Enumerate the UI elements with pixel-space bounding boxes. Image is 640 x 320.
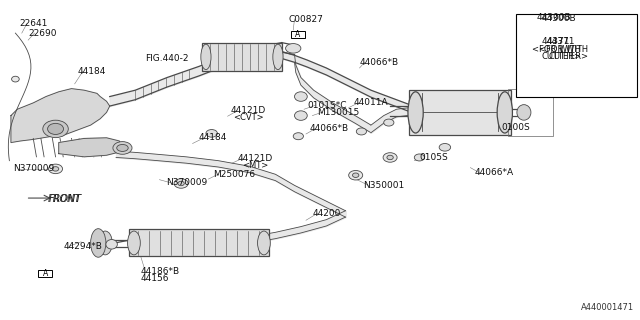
Text: <FOR WITH: <FOR WITH xyxy=(539,45,588,54)
Polygon shape xyxy=(11,89,109,142)
Ellipse shape xyxy=(285,44,301,53)
Ellipse shape xyxy=(52,167,59,171)
Bar xyxy=(38,270,52,277)
Ellipse shape xyxy=(349,171,363,180)
Bar xyxy=(508,89,552,136)
Text: M250076: M250076 xyxy=(213,170,255,179)
Ellipse shape xyxy=(353,173,359,178)
Ellipse shape xyxy=(294,111,307,120)
Ellipse shape xyxy=(12,76,19,82)
Text: N370009: N370009 xyxy=(13,164,54,173)
Ellipse shape xyxy=(414,154,424,161)
Ellipse shape xyxy=(293,133,303,140)
Ellipse shape xyxy=(439,143,451,151)
Text: A: A xyxy=(43,269,48,278)
Text: <FOR WITH: <FOR WITH xyxy=(532,45,581,54)
Ellipse shape xyxy=(174,179,188,188)
Text: 44300B: 44300B xyxy=(537,13,572,22)
Ellipse shape xyxy=(517,105,531,120)
Ellipse shape xyxy=(206,130,218,137)
Ellipse shape xyxy=(99,231,112,255)
Text: FRONT: FRONT xyxy=(49,194,82,204)
Text: M130015: M130015 xyxy=(317,108,360,116)
Ellipse shape xyxy=(116,144,128,151)
Ellipse shape xyxy=(127,231,140,255)
Ellipse shape xyxy=(257,231,270,255)
Text: N370009: N370009 xyxy=(166,178,207,187)
Ellipse shape xyxy=(294,92,307,101)
Text: 44011A: 44011A xyxy=(353,99,388,108)
Text: 44184: 44184 xyxy=(78,67,106,76)
Text: A: A xyxy=(295,29,300,39)
Text: CUTTER>: CUTTER> xyxy=(541,52,582,61)
Text: 44121D: 44121D xyxy=(231,106,266,115)
Ellipse shape xyxy=(43,120,68,138)
Text: 22690: 22690 xyxy=(28,28,57,38)
Text: 44156: 44156 xyxy=(140,274,169,283)
Bar xyxy=(129,229,269,256)
Ellipse shape xyxy=(201,44,211,69)
Text: 44066*B: 44066*B xyxy=(360,58,399,67)
Text: 44371: 44371 xyxy=(547,37,575,46)
Text: 44121D: 44121D xyxy=(237,154,273,163)
Ellipse shape xyxy=(356,128,367,135)
Ellipse shape xyxy=(497,92,513,133)
Text: A440001471: A440001471 xyxy=(581,303,634,312)
Text: 44066*B: 44066*B xyxy=(310,124,349,133)
Text: 44186*B: 44186*B xyxy=(140,267,179,276)
Bar xyxy=(291,31,305,38)
Ellipse shape xyxy=(383,153,397,162)
Text: 0101S*C: 0101S*C xyxy=(307,101,347,110)
Text: 0100S: 0100S xyxy=(501,123,530,132)
Text: 44184: 44184 xyxy=(199,133,227,142)
Bar xyxy=(202,43,282,71)
Text: CUTTER>: CUTTER> xyxy=(548,52,588,61)
Text: <MT>: <MT> xyxy=(243,161,269,170)
Ellipse shape xyxy=(47,124,63,134)
Text: N350001: N350001 xyxy=(364,181,404,190)
Text: FIG.440-2: FIG.440-2 xyxy=(145,54,188,63)
Ellipse shape xyxy=(91,229,106,257)
Text: 44200: 44200 xyxy=(312,209,340,218)
Ellipse shape xyxy=(106,240,117,249)
Text: 44371: 44371 xyxy=(541,37,570,46)
Ellipse shape xyxy=(384,119,394,126)
Text: 22641: 22641 xyxy=(19,19,47,28)
Text: C00827: C00827 xyxy=(288,15,323,24)
Text: FRONT: FRONT xyxy=(47,194,81,204)
Ellipse shape xyxy=(408,92,423,133)
Ellipse shape xyxy=(49,164,63,174)
Text: <CVT>: <CVT> xyxy=(234,113,264,122)
Ellipse shape xyxy=(178,181,184,186)
Ellipse shape xyxy=(113,142,132,154)
Text: 44294*B: 44294*B xyxy=(64,242,102,251)
Text: 44066*A: 44066*A xyxy=(474,168,513,177)
Bar xyxy=(409,90,511,135)
Text: 44300B: 44300B xyxy=(541,14,577,23)
Ellipse shape xyxy=(387,155,394,160)
Bar xyxy=(516,14,637,97)
Polygon shape xyxy=(59,138,122,157)
Text: 0105S: 0105S xyxy=(419,153,448,162)
Ellipse shape xyxy=(273,44,283,69)
